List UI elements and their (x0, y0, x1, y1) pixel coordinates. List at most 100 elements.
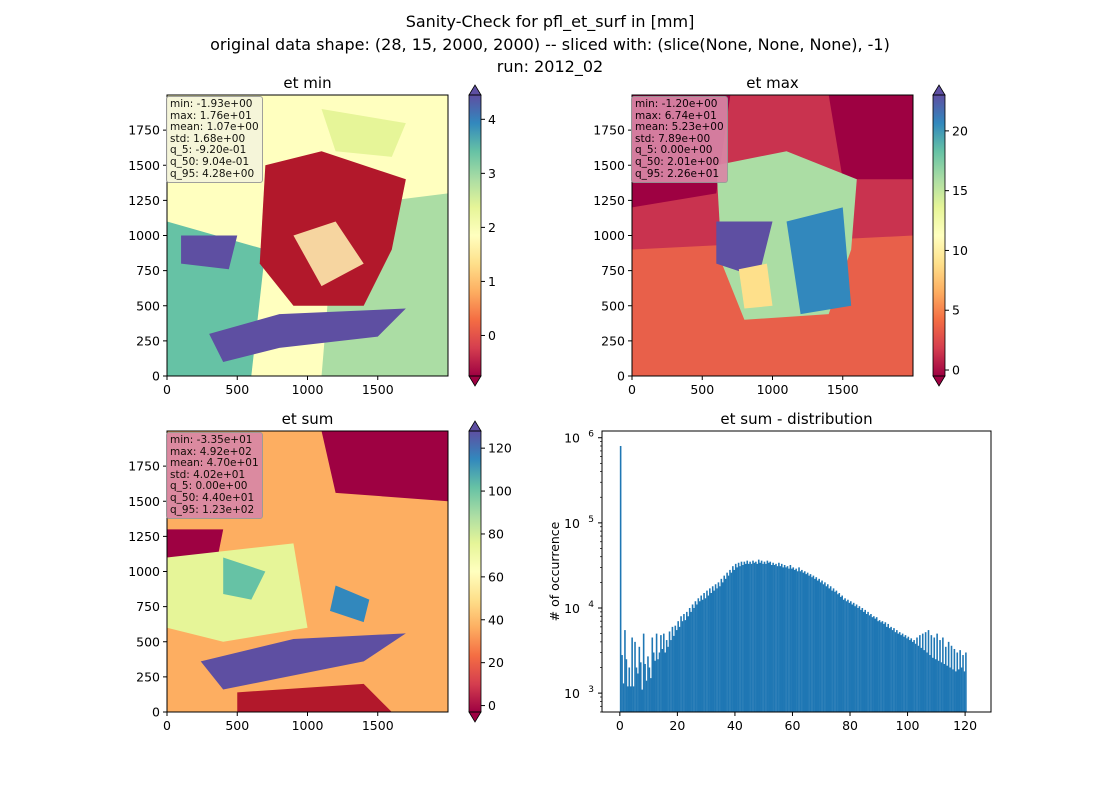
x-tick-label: 1000 (757, 382, 789, 397)
histogram-bar (806, 572, 809, 712)
histogram-bar (625, 659, 628, 712)
histogram-bar (914, 643, 917, 712)
histogram-bar (673, 635, 675, 712)
histogram-bar (654, 660, 656, 712)
histogram-y-tick-exponent: 3 (588, 685, 594, 695)
figure-title-line-1: Sanity-Check for pfl_et_surf in [mm] (405, 12, 695, 31)
histogram-bar (957, 669, 960, 712)
histogram-bar (742, 564, 744, 712)
histogram-bar (661, 648, 664, 712)
histogram-bar (906, 638, 908, 712)
histogram-bar (847, 599, 849, 712)
histogram-bar (691, 604, 694, 712)
histogram-y-tick-exponent: 6 (588, 430, 594, 440)
histogram-bar (808, 575, 810, 712)
histogram-bar (924, 632, 927, 712)
histogram-bar (805, 574, 808, 712)
histogram-bar (749, 561, 751, 712)
histogram-bar (887, 623, 890, 712)
histogram-bar (873, 616, 875, 712)
y-tick-label: 1750 (128, 459, 160, 474)
histogram-bar (858, 606, 861, 712)
colorbar-tick-label: 20 (952, 123, 968, 138)
x-tick-label: 0 (163, 382, 171, 397)
y-tick-label: 1000 (593, 228, 625, 243)
histogram-bar (888, 628, 891, 712)
histogram-bar (710, 593, 713, 712)
histogram-bar (937, 660, 940, 712)
colorbar (469, 95, 481, 376)
histogram-bar (956, 652, 959, 712)
histogram-bar (650, 678, 652, 712)
histogram-bar (773, 564, 776, 712)
histogram-bar (644, 663, 646, 712)
histogram-bar (867, 611, 869, 712)
histogram-bar (780, 563, 783, 712)
histogram-bar (684, 620, 687, 712)
histogram-bar (730, 572, 733, 712)
histogram-bar (861, 607, 864, 712)
histogram-x-tick-label: 60 (785, 718, 801, 733)
histogram-x-tick-label: 0 (616, 718, 624, 733)
histogram-bar (929, 655, 931, 712)
histogram-bar (703, 593, 705, 712)
histogram-bar (638, 646, 641, 712)
histogram-bar (652, 652, 655, 712)
histogram-frame (601, 430, 992, 713)
histogram-bar (911, 641, 914, 712)
histogram-bar (763, 561, 766, 712)
histogram-bar (944, 646, 947, 712)
histogram-bar (871, 617, 874, 712)
colorbar (469, 431, 481, 712)
histogram-bar (880, 622, 882, 712)
histogram-bar (782, 567, 784, 712)
y-tick-label: 1250 (128, 529, 160, 544)
x-tick-label: 500 (690, 382, 714, 397)
histogram-bar (885, 626, 888, 712)
histogram-bar (744, 563, 747, 712)
histogram-bar (818, 578, 820, 712)
histogram-x-tick-label: 40 (727, 718, 743, 733)
histogram-y-tick-exponent: 4 (588, 600, 594, 610)
histogram-bar (668, 631, 671, 712)
histogram-bar (752, 560, 754, 712)
colorbar-extend-min (468, 375, 482, 387)
histogram-bar (793, 569, 796, 712)
histogram-bar (936, 633, 938, 712)
x-tick-label: 1500 (362, 718, 394, 733)
histogram-bar (821, 580, 823, 712)
histogram-bar (786, 566, 789, 712)
histogram-bar (838, 593, 841, 712)
histogram-bar (913, 640, 915, 712)
histogram-bar (778, 562, 780, 712)
histogram-bar (842, 599, 845, 712)
colorbar-tick-label: 1 (488, 274, 496, 289)
histogram-bar (783, 564, 786, 712)
histogram-bar (953, 648, 956, 712)
histogram-x-tick-label: 20 (669, 718, 685, 733)
colorbar-frame (932, 94, 946, 377)
histogram-y-tick-label: 10 (564, 431, 580, 446)
histogram-bar (894, 632, 897, 712)
histogram-bar (721, 582, 724, 712)
colorbar-tick-label: 4 (488, 112, 496, 127)
histogram-bar (775, 563, 777, 712)
y-tick-label: 0 (152, 369, 160, 384)
map-region (223, 557, 266, 600)
histogram-bar (854, 606, 856, 712)
histogram-bar (701, 599, 704, 712)
histogram-bar (920, 647, 923, 712)
histogram-bar (791, 568, 793, 712)
histogram-bar (801, 569, 803, 712)
histogram-bar (952, 669, 954, 712)
histogram-bar (860, 609, 862, 712)
histogram-bar (940, 662, 943, 712)
histogram-bar (678, 626, 681, 712)
histogram-bar (723, 575, 726, 712)
histogram-x-tick-label: 100 (896, 718, 920, 733)
histogram-y-tick-exponent: 5 (588, 515, 594, 525)
x-tick-label: 500 (225, 718, 249, 733)
stats-box: min: -1.20e+00 max: 6.74e+01 mean: 5.23e… (631, 96, 728, 184)
histogram-bar (893, 628, 895, 712)
